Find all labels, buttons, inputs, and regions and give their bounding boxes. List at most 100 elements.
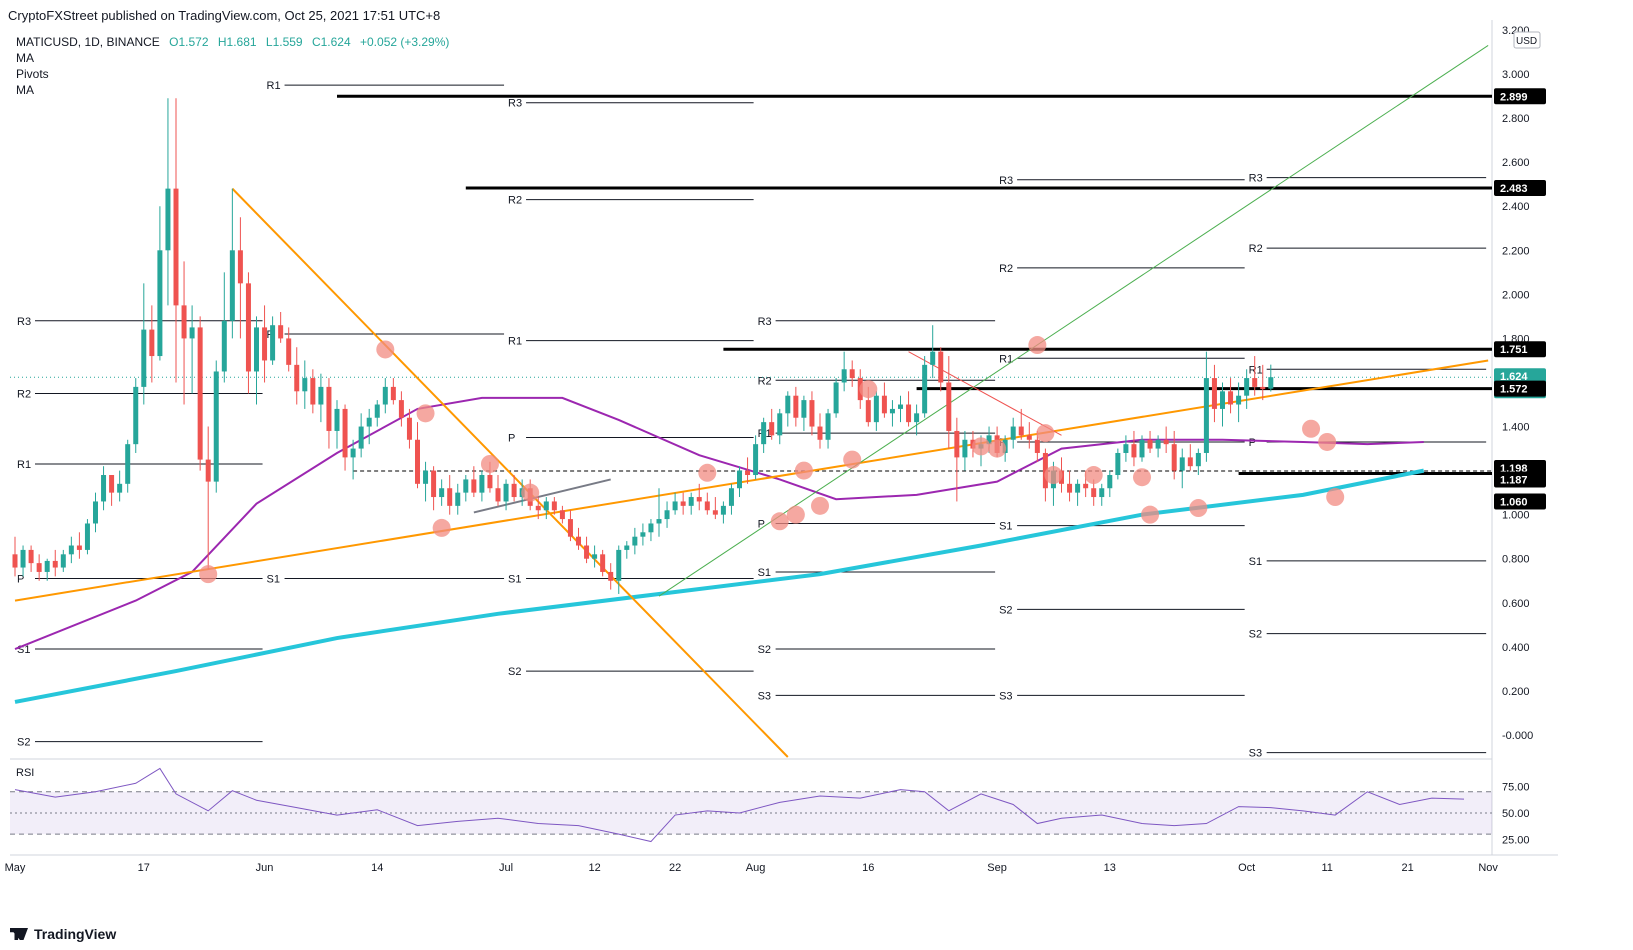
y-tick-label: 0.200 bbox=[1502, 686, 1530, 698]
candle-body bbox=[12, 554, 18, 568]
candle-body bbox=[270, 325, 276, 361]
candle-body bbox=[1139, 439, 1145, 458]
candle-body bbox=[1252, 378, 1258, 387]
candle-body bbox=[664, 510, 670, 520]
candle-body bbox=[431, 470, 437, 498]
candle-body bbox=[898, 404, 903, 409]
reaction-marker bbox=[1084, 466, 1103, 485]
currency-badge-label: USD bbox=[1516, 36, 1537, 47]
candle-body bbox=[93, 501, 98, 524]
candle-body bbox=[567, 519, 573, 537]
candle-body bbox=[1147, 439, 1153, 449]
candle-body bbox=[656, 519, 662, 524]
pivot-level-label: S2 bbox=[758, 644, 771, 656]
rsi-tick-label: 50.00 bbox=[1502, 808, 1530, 820]
candle-body bbox=[648, 523, 654, 533]
candle-body bbox=[873, 395, 879, 423]
price-label-text: 1.572 bbox=[1500, 384, 1528, 396]
reaction-marker bbox=[1133, 468, 1151, 487]
price-label-text: 1.624 bbox=[1500, 371, 1528, 383]
pivot-level-label: R3 bbox=[17, 316, 31, 328]
candle-body bbox=[439, 488, 445, 498]
x-tick-label: Jul bbox=[499, 862, 513, 874]
candle-body bbox=[938, 351, 944, 383]
candle-body bbox=[447, 488, 453, 506]
candle-body bbox=[930, 351, 936, 365]
rsi-pane: RSI bbox=[10, 767, 1492, 843]
legend-study-ma[interactable]: MA bbox=[16, 83, 34, 97]
candle-body bbox=[1260, 386, 1266, 390]
candle-body bbox=[1067, 483, 1073, 493]
pivot-level-label: P bbox=[508, 433, 515, 445]
reaction-marker bbox=[786, 505, 805, 524]
x-tick-label: Jun bbox=[256, 862, 274, 874]
legend-high: H1.681 bbox=[217, 35, 257, 49]
candle-body bbox=[1091, 488, 1097, 498]
candle-body bbox=[704, 501, 710, 511]
candle-body bbox=[745, 470, 751, 476]
y-tick-label: 1.400 bbox=[1502, 422, 1530, 434]
price-label-bg bbox=[1494, 493, 1546, 510]
candle-body bbox=[1228, 391, 1234, 405]
candle-body bbox=[696, 497, 702, 502]
candle-body bbox=[640, 532, 646, 537]
candle-body bbox=[1236, 395, 1242, 405]
candle-body bbox=[109, 475, 115, 493]
legend-study-pivots[interactable]: Pivots bbox=[16, 67, 49, 81]
candle-body bbox=[592, 554, 598, 559]
candle-body bbox=[841, 369, 847, 383]
legend-study-ma[interactable]: MA bbox=[16, 51, 34, 65]
y-tick-label: 0.400 bbox=[1502, 642, 1530, 654]
candle-body bbox=[906, 404, 912, 423]
rsi-label: RSI bbox=[16, 767, 34, 779]
reaction-marker bbox=[1028, 336, 1047, 355]
reaction-marker bbox=[988, 439, 1007, 458]
candle-body bbox=[680, 501, 686, 506]
reaction-marker bbox=[1189, 499, 1208, 518]
candle-body bbox=[221, 320, 227, 372]
candle-body bbox=[1018, 426, 1024, 436]
trendline-green bbox=[658, 45, 1489, 597]
legend-low: L1.559 bbox=[265, 35, 303, 49]
pivot-level-label: R1 bbox=[267, 80, 281, 92]
candle-body bbox=[1075, 483, 1081, 493]
candle-body bbox=[366, 417, 372, 427]
candle-body bbox=[471, 479, 477, 493]
candle-body bbox=[624, 545, 630, 550]
candle-body bbox=[415, 439, 420, 484]
candle-body bbox=[278, 325, 284, 339]
candle-body bbox=[342, 408, 348, 458]
currency-badge bbox=[1513, 31, 1541, 49]
candle-body bbox=[455, 492, 461, 506]
legend-close: C1.624 bbox=[311, 35, 351, 49]
publisher-line: CryptoFXStreet published on TradingView.… bbox=[8, 8, 441, 23]
legend-open: O1.572 bbox=[169, 35, 209, 49]
trendline-red bbox=[908, 351, 1062, 436]
reaction-marker bbox=[1302, 419, 1321, 438]
pivot-level-label: S2 bbox=[17, 737, 30, 749]
reaction-marker bbox=[199, 565, 218, 584]
reaction-marker bbox=[376, 340, 395, 359]
candle-body bbox=[849, 369, 855, 379]
reaction-marker bbox=[432, 518, 451, 537]
candle-body bbox=[44, 560, 50, 572]
candle-body bbox=[769, 422, 775, 436]
candle-body bbox=[511, 483, 517, 498]
legend-symbol[interactable]: MATICUSD, 1D, BINANCE bbox=[16, 35, 160, 49]
candle-body bbox=[423, 470, 429, 484]
candle-body bbox=[350, 448, 356, 458]
reaction-marker bbox=[698, 463, 717, 482]
tradingview-logo[interactable]: TradingView bbox=[10, 926, 116, 942]
reaction-marker bbox=[770, 512, 789, 531]
candle-body bbox=[141, 329, 147, 387]
pivot-level-label: R2 bbox=[17, 389, 31, 401]
x-tick-label: May bbox=[5, 862, 26, 874]
reaction-marker bbox=[1326, 488, 1345, 507]
candle-body bbox=[1163, 439, 1169, 445]
x-tick-label: Oct bbox=[1238, 862, 1255, 874]
candle-body bbox=[205, 459, 211, 482]
pivot-level-label: P bbox=[758, 518, 765, 530]
candle-body bbox=[262, 327, 268, 361]
